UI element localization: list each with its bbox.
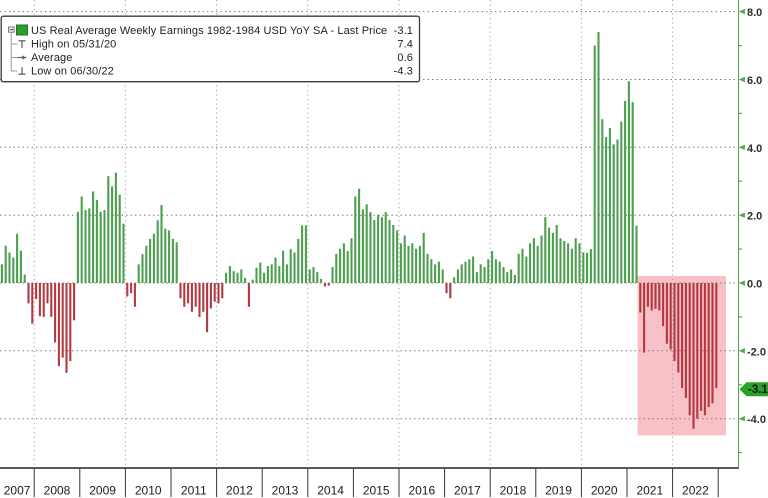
svg-text:2010: 2010 [135,484,162,498]
svg-text:2011: 2011 [181,484,207,498]
svg-text:2020: 2020 [591,484,618,498]
svg-text:7.4: 7.4 [397,39,413,51]
svg-text:8.0: 8.0 [747,7,762,19]
svg-text:Average: Average [31,52,72,64]
svg-text:2018: 2018 [500,484,527,498]
svg-text:2014: 2014 [317,484,344,498]
svg-text:2012: 2012 [226,484,253,498]
svg-text:6.0: 6.0 [747,75,762,87]
svg-text:2022: 2022 [682,484,709,498]
svg-text:US Real Average Weekly Earning: US Real Average Weekly Earnings 1982-198… [31,25,387,37]
svg-text:-3.1: -3.1 [394,25,413,37]
svg-text:Low on 06/30/22: Low on 06/30/22 [31,66,114,78]
svg-text:2017: 2017 [454,484,481,498]
svg-text:2013: 2013 [272,484,299,498]
svg-text:2015: 2015 [363,484,390,498]
svg-text:2016: 2016 [408,484,435,498]
svg-text:2008: 2008 [44,484,71,498]
svg-text:-4.3: -4.3 [394,66,413,78]
svg-text:-2.0: -2.0 [747,346,766,358]
svg-text:4.0: 4.0 [747,143,762,155]
svg-text:2021: 2021 [636,484,663,498]
svg-text:-4.0: -4.0 [747,414,766,426]
svg-text:2.0: 2.0 [747,211,762,223]
svg-text:2019: 2019 [545,484,572,498]
svg-text:0.6: 0.6 [397,52,413,64]
svg-text:2009: 2009 [89,484,116,498]
svg-text:0.0: 0.0 [747,279,762,291]
svg-text:High on 05/31/20: High on 05/31/20 [31,39,116,51]
svg-text:2007: 2007 [4,484,31,498]
svg-text:-3.1: -3.1 [748,384,768,396]
